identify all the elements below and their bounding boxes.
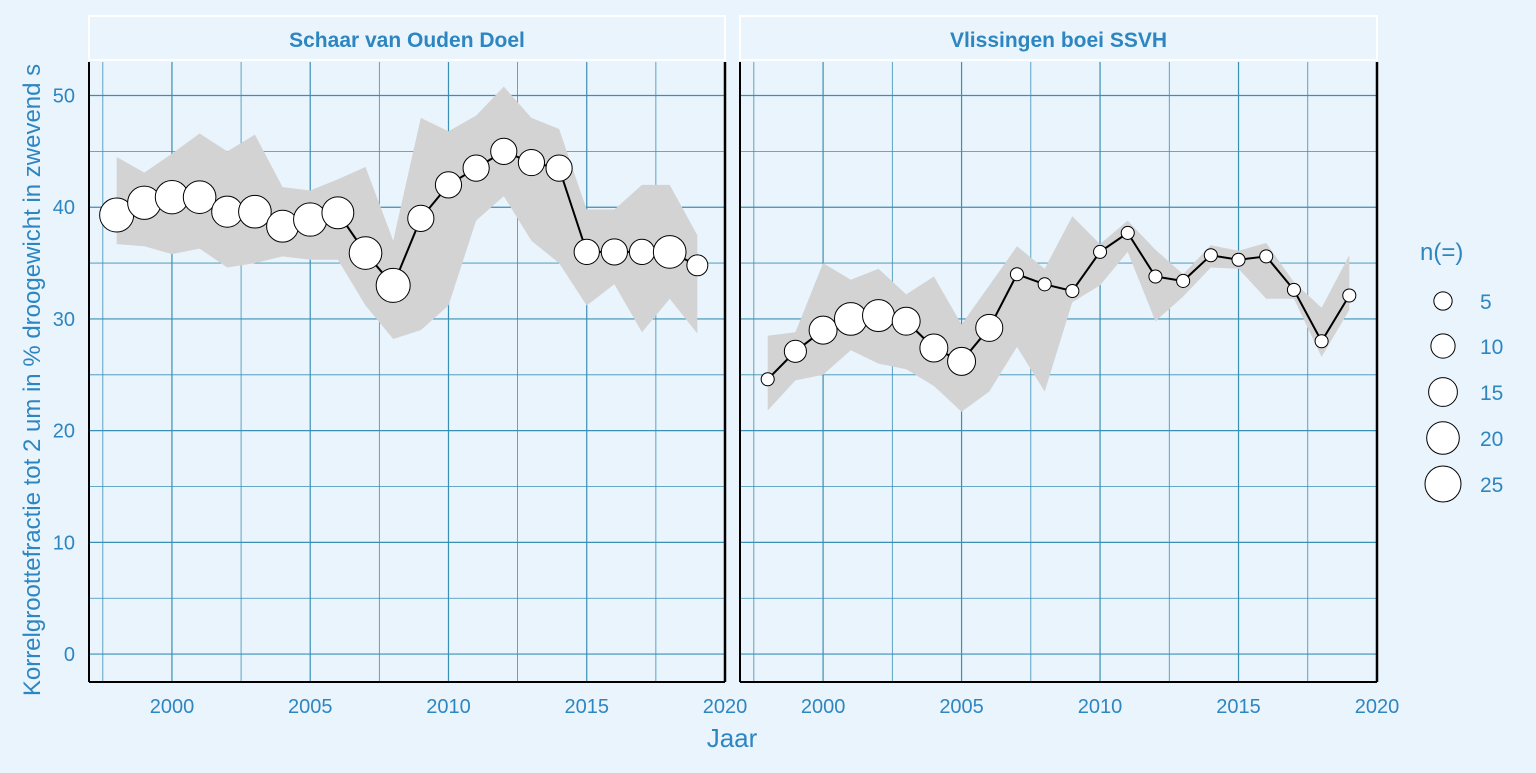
x-tick-label: 2005 (288, 696, 333, 718)
data-point (1203, 248, 1218, 263)
y-tick-label: 20 (53, 421, 75, 443)
data-point (490, 137, 518, 165)
legend-key (1433, 291, 1453, 311)
data-point (293, 202, 328, 237)
data-point (462, 154, 490, 182)
data-point (1286, 282, 1301, 297)
data-point (182, 180, 217, 214)
data-point (545, 154, 573, 182)
panels: Schaar van Ouden Doel 0 10 20 30 40 50 2000 2005… (53, 15, 1400, 718)
y-axis-title-group: Korrelgroottefractie tot 2 um in % droog… (19, 64, 46, 696)
x-tick-label: 2015 (1216, 696, 1261, 718)
legend-label: 25 (1480, 474, 1503, 497)
panel-title: Vlissingen boei SSVH (950, 29, 1167, 52)
data-point (1120, 225, 1135, 240)
data-point (1148, 269, 1163, 284)
data-point (975, 313, 1004, 342)
data-point (808, 315, 838, 345)
x-tick-label: 2020 (1355, 696, 1400, 718)
y-axis-title: Korrelgroottefractie tot 2 um in % droog… (19, 64, 46, 696)
legend-label: 5 (1480, 291, 1492, 314)
data-point (686, 254, 709, 277)
data-point (1231, 252, 1246, 267)
y-tick-label: 30 (53, 309, 75, 331)
legend-label: 20 (1480, 428, 1503, 451)
data-point (348, 236, 383, 270)
data-point (833, 302, 868, 336)
x-tick-label: 2020 (703, 696, 748, 718)
panel-strip (739, 15, 1378, 61)
x-tick-label: 2010 (1078, 696, 1123, 718)
legend-key (1430, 333, 1456, 359)
y-tick-label: 50 (53, 86, 75, 108)
data-point (1093, 244, 1108, 259)
y-tick-label: 0 (64, 644, 75, 666)
data-point (760, 372, 775, 387)
data-point (375, 267, 411, 303)
legend-key (1428, 377, 1458, 407)
data-point (407, 204, 435, 232)
data-point (947, 346, 977, 376)
x-tick-label: 2005 (939, 696, 984, 718)
data-point (600, 238, 628, 266)
panel-title: Schaar van Ouden Doel (289, 29, 525, 52)
data-point (1037, 277, 1052, 292)
confidence-ribbon (767, 216, 1350, 412)
panel-2: Vlissingen boei SSVH 2000 2005 2010 2015 2020 (739, 15, 1400, 718)
data-point (517, 148, 546, 177)
legend-key (1426, 421, 1460, 455)
data-point (862, 299, 895, 333)
data-point (1342, 288, 1357, 303)
data-point (628, 238, 656, 266)
data-point (652, 235, 687, 269)
x-tick-label: 2015 (564, 696, 609, 718)
data-point (1009, 267, 1024, 282)
confidence-ribbon (116, 86, 698, 339)
x-tick-label: 2000 (150, 696, 195, 718)
size-legend: n(=) 5 10 15 20 25 (1420, 239, 1503, 503)
panel-strip (88, 15, 726, 61)
legend-key (1424, 465, 1462, 503)
y-tick-label: 10 (53, 532, 75, 554)
data-point (783, 339, 807, 363)
data-point (434, 171, 463, 199)
x-axis-title: Jaar (707, 723, 758, 753)
x-axis-title-group: Jaar (707, 723, 758, 753)
legend-title: n(=) (1420, 239, 1463, 266)
x-tick-label: 2010 (426, 696, 471, 718)
y-tick-label: 40 (53, 197, 75, 219)
data-point (1065, 283, 1080, 299)
x-tick-label: 2000 (801, 696, 846, 718)
data-point (1176, 273, 1191, 288)
data-point (238, 194, 272, 229)
data-point (891, 306, 921, 336)
legend-label: 10 (1480, 336, 1503, 359)
panel-1: Schaar van Ouden Doel 0 10 20 30 40 50 2000 2005… (53, 15, 748, 718)
data-point (1314, 334, 1329, 349)
data-point (573, 238, 600, 266)
data-point (919, 333, 949, 363)
data-point (321, 196, 355, 230)
legend-label: 15 (1480, 382, 1503, 405)
data-point (1259, 249, 1274, 264)
